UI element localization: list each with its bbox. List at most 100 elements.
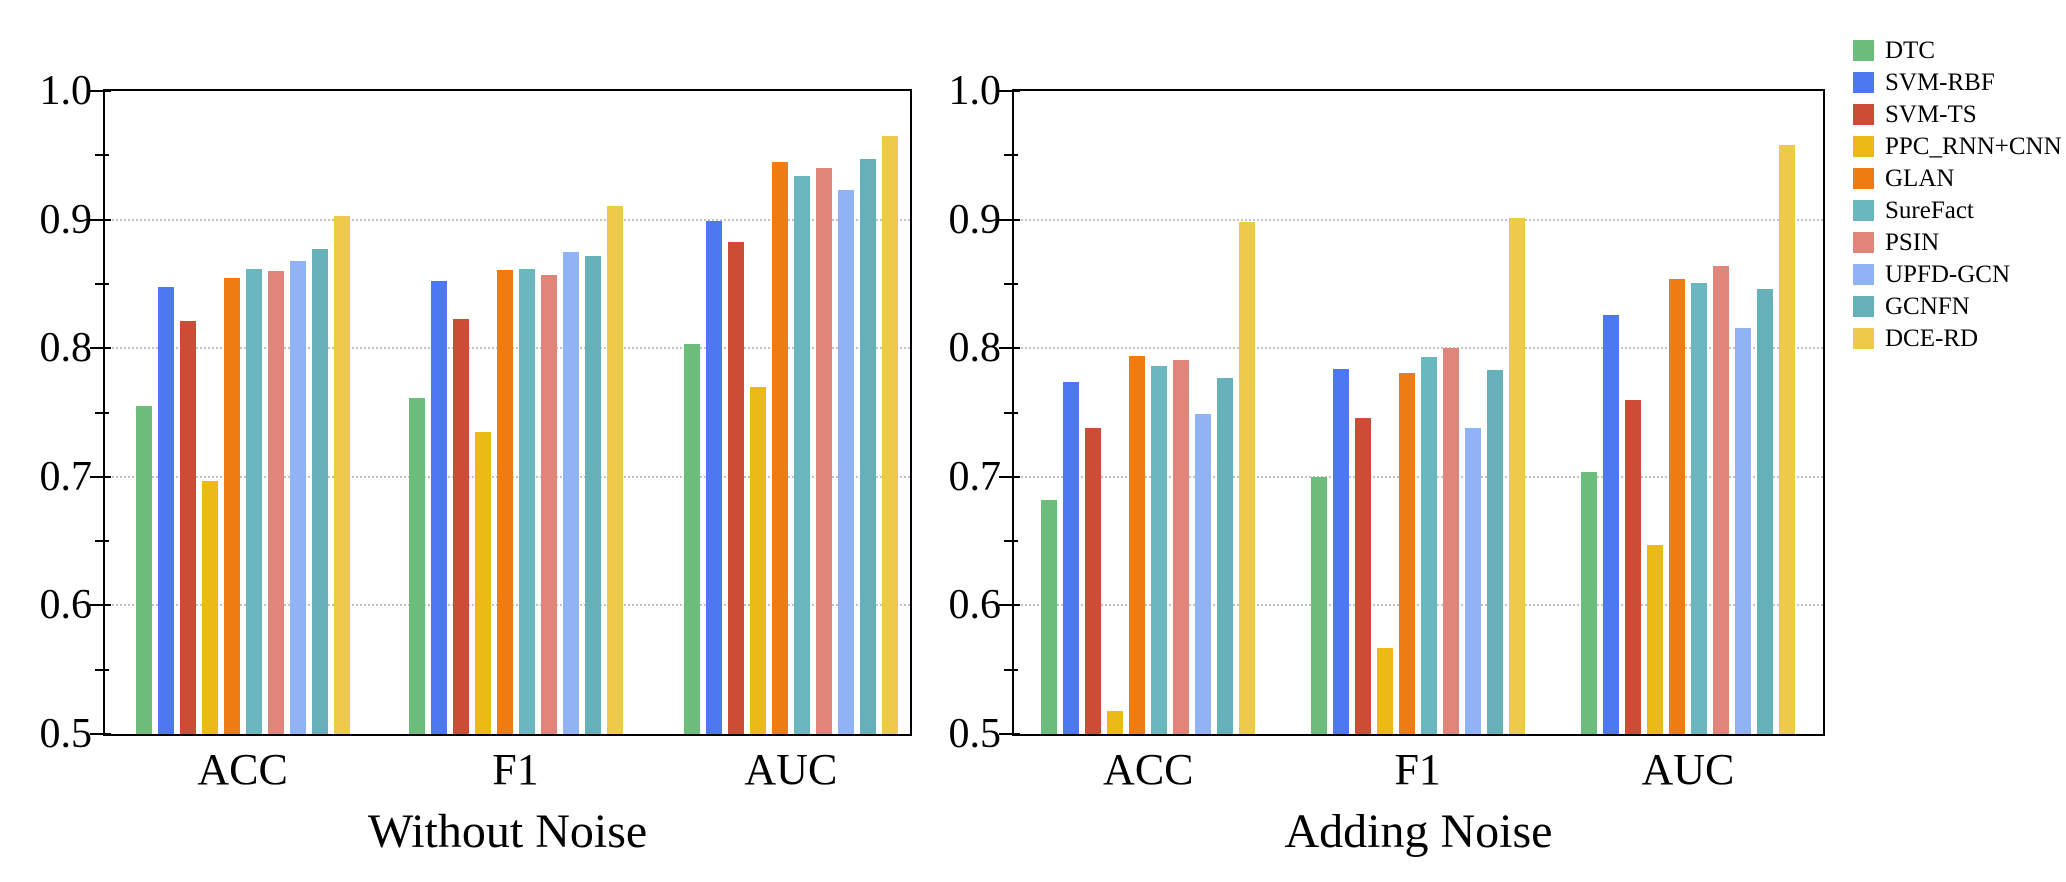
y-axis-minor-tick	[95, 540, 109, 543]
y-tick-label: 0.9	[948, 196, 1002, 243]
y-tick-label: 1.0	[39, 68, 93, 114]
y-tick-label: 0.5	[39, 711, 93, 757]
bar-ppc_rnn+cnn-acc	[201, 480, 218, 734]
x-category-label-f1: F1	[1394, 745, 1441, 794]
bar-svm-ts-auc	[1624, 399, 1641, 734]
bar-dtc-f1	[408, 398, 425, 734]
y-tick-label: 1.0	[948, 68, 1002, 114]
bar-dce-rd-f1	[1508, 218, 1525, 734]
legend-item-svm-rbf: SVM-RBF	[1853, 66, 2062, 98]
bar-gcnfn-acc	[311, 249, 328, 734]
bar-psin-f1	[1442, 348, 1459, 734]
bar-dtc-acc	[1041, 499, 1058, 734]
chart-title-adding-noise: Adding Noise	[1284, 805, 1553, 858]
bar-dtc-auc	[1580, 471, 1597, 734]
legend-label: SVM-TS	[1885, 100, 1977, 128]
bar-glan-f1	[496, 269, 513, 734]
bar-glan-auc	[771, 161, 788, 734]
y-axis-minor-tick	[1004, 668, 1018, 671]
bar-group-acc	[135, 215, 350, 734]
y-axis-major-tick	[999, 604, 1020, 607]
y-axis-minor-tick	[1004, 154, 1018, 157]
bar-gcnfn-auc	[859, 159, 876, 734]
bar-dce-rd-acc	[1239, 222, 1256, 734]
bar-psin-f1	[540, 274, 557, 734]
legend-swatch-icon	[1853, 135, 1874, 157]
bar-svm-rbf-f1	[430, 281, 447, 734]
bar-psin-auc	[815, 168, 832, 734]
bar-glan-acc	[1129, 355, 1146, 734]
x-category-label-f1: F1	[492, 745, 539, 794]
y-tick-label: 0.7	[39, 453, 93, 500]
bar-svm-rbf-auc	[1602, 314, 1619, 734]
bar-ppc_rnn+cnn-auc	[1646, 545, 1663, 734]
bar-ppc_rnn+cnn-f1	[474, 431, 491, 734]
legend-label: PSIN	[1885, 228, 1940, 256]
bar-dce-rd-f1	[606, 205, 623, 734]
bar-svm-rbf-acc	[1063, 381, 1080, 734]
bar-surefact-auc	[793, 175, 810, 734]
y-axis-minor-tick	[1004, 540, 1018, 543]
legend-item-surefact: SureFact	[1853, 194, 2062, 226]
bar-ppc_rnn+cnn-f1	[1376, 647, 1393, 734]
x-category-label-auc: AUC	[744, 745, 838, 794]
bar-psin-auc	[1712, 265, 1729, 734]
bar-glan-f1	[1398, 372, 1415, 734]
bar-upfd-gcn-f1	[562, 251, 579, 734]
y-axis-major-tick	[999, 218, 1020, 221]
y-tick-label: 0.8	[39, 325, 93, 372]
legend-label: GCNFN	[1885, 292, 1970, 320]
bar-surefact-f1	[518, 268, 535, 734]
y-axis-major-tick	[999, 347, 1020, 350]
y-tick-label: 0.8	[948, 325, 1002, 372]
legend-swatch-icon	[1853, 39, 1874, 61]
x-category-label-acc: ACC	[197, 745, 288, 794]
y-axis-minor-tick	[95, 282, 109, 285]
legend-label: DCE-RD	[1885, 324, 1979, 352]
y-tick-label: 0.9	[39, 196, 93, 243]
y-tick-label: 0.6	[39, 582, 93, 629]
bar-upfd-gcn-acc	[1195, 413, 1212, 734]
legend-swatch-icon	[1853, 103, 1874, 125]
bar-svm-ts-f1	[452, 318, 469, 734]
bar-ppc_rnn+cnn-auc	[749, 386, 766, 734]
bar-group-f1	[1310, 218, 1525, 734]
y-axis-minor-tick	[1004, 411, 1018, 414]
bar-gcnfn-f1	[1486, 370, 1503, 734]
bar-upfd-gcn-auc	[837, 190, 854, 734]
chart-title-without-noise: Without Noise	[367, 805, 648, 858]
bar-group-auc	[683, 136, 898, 734]
bar-surefact-acc	[1151, 366, 1168, 734]
legend-item-dtc: DTC	[1853, 34, 2062, 66]
legend-swatch-icon	[1853, 263, 1874, 285]
y-axis-major-tick	[90, 90, 111, 92]
legend-swatch-icon	[1853, 327, 1874, 349]
bar-upfd-gcn-f1	[1464, 427, 1481, 734]
bar-gcnfn-acc	[1217, 377, 1234, 734]
legend-item-dce-rd: DCE-RD	[1853, 322, 2062, 354]
plot-without-noise: Without Noise 0.5 0.6 0.7 0.8 0.9 1.0 ACC F1 AUC	[40, 70, 912, 856]
y-tick-label: 0.7	[948, 453, 1002, 500]
bar-glan-auc	[1668, 278, 1685, 734]
bar-svm-ts-acc	[179, 321, 196, 734]
legend-item-gcnfn: GCNFN	[1853, 290, 2062, 322]
bar-gcnfn-auc	[1756, 289, 1773, 734]
x-category-label-acc: ACC	[1103, 745, 1194, 794]
bar-ppc_rnn+cnn-acc	[1107, 710, 1124, 734]
bar-svm-ts-acc	[1085, 427, 1102, 734]
legend-swatch-icon	[1853, 199, 1874, 221]
gridline	[105, 218, 910, 221]
gridline	[1014, 604, 1823, 607]
y-axis-major-tick	[90, 733, 111, 735]
bar-upfd-gcn-auc	[1734, 327, 1751, 734]
bar-dce-rd-acc	[333, 215, 350, 734]
bar-dtc-auc	[683, 344, 700, 734]
legend-item-ppc_rnn+cnn: PPC_RNN+CNN	[1853, 130, 2062, 162]
y-axis-major-tick	[90, 347, 111, 350]
legend: DTC SVM-RBF SVM-TS PPC_RNN+CNN GLAN SureFact P…	[1853, 34, 2062, 354]
bar-gcnfn-f1	[584, 255, 601, 734]
bar-svm-rbf-acc	[157, 286, 174, 734]
y-axis-minor-tick	[1004, 282, 1018, 285]
legend-swatch-icon	[1853, 167, 1874, 189]
